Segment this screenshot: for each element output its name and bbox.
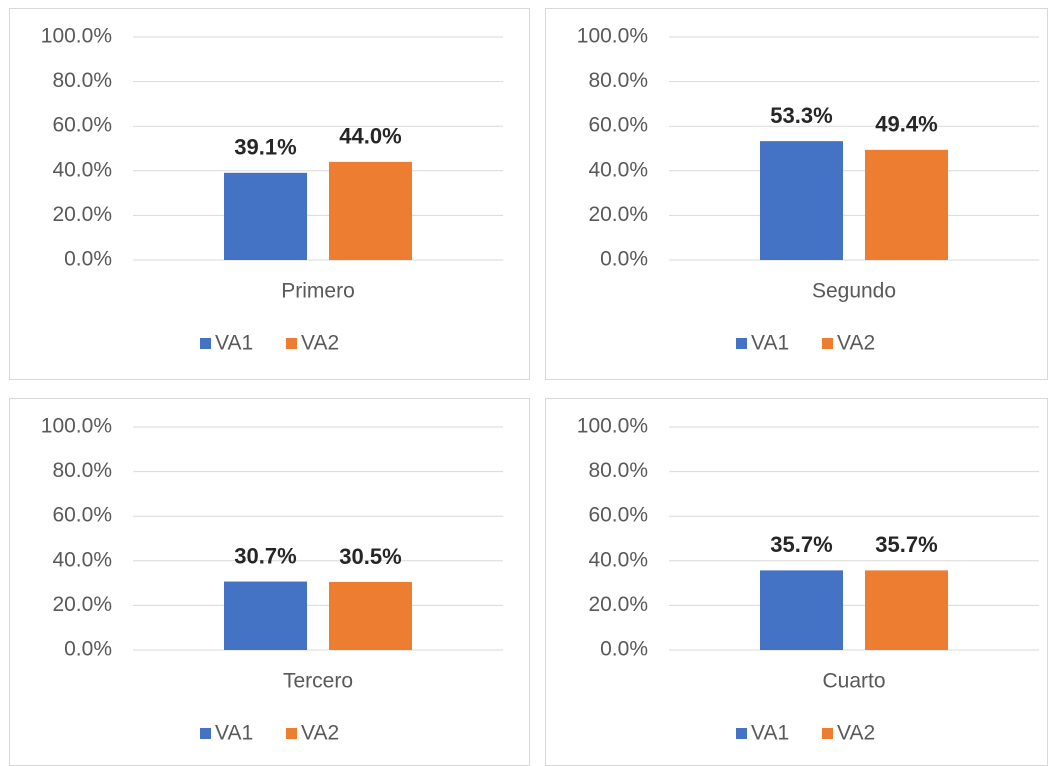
y-tick-label: 60.0% — [52, 504, 112, 527]
y-tick-label: 80.0% — [52, 69, 112, 92]
data-label: 44.0% — [339, 124, 401, 149]
legend-swatch — [286, 338, 297, 349]
bar — [865, 149, 948, 260]
y-tick-label: 60.0% — [52, 114, 112, 137]
data-label: 35.7% — [875, 532, 937, 557]
legend-swatch — [286, 728, 297, 739]
y-tick-label: 40.0% — [588, 158, 648, 181]
y-tick-label: 0.0% — [64, 638, 112, 661]
legend-swatch — [200, 728, 211, 739]
bar — [224, 581, 307, 650]
data-label: 35.7% — [770, 532, 832, 557]
y-tick-label: 20.0% — [52, 203, 112, 226]
y-tick-label: 100.0% — [577, 415, 648, 438]
y-tick-label: 40.0% — [588, 548, 648, 571]
legend-swatch — [736, 338, 747, 349]
legend-label: VA2 — [301, 332, 339, 355]
legend-label: VA2 — [837, 332, 875, 355]
y-tick-label: 40.0% — [52, 548, 112, 571]
y-tick-label: 100.0% — [41, 415, 112, 438]
x-tick-label: Segundo — [812, 280, 896, 303]
y-tick-label: 0.0% — [600, 638, 648, 661]
y-tick-label: 60.0% — [588, 114, 648, 137]
data-label: 30.7% — [234, 543, 296, 568]
y-tick-label: 20.0% — [588, 593, 648, 616]
legend-label: VA1 — [751, 722, 789, 745]
legend-swatch — [822, 338, 833, 349]
x-tick-label: Primero — [281, 280, 355, 303]
legend-swatch — [200, 338, 211, 349]
y-tick-label: 80.0% — [52, 459, 112, 482]
bar — [329, 161, 412, 260]
data-label: 30.5% — [339, 544, 401, 569]
y-tick-label: 40.0% — [52, 158, 112, 181]
legend-label: VA2 — [301, 722, 339, 745]
chart-panel — [9, 398, 530, 766]
y-tick-label: 80.0% — [588, 459, 648, 482]
y-tick-label: 20.0% — [588, 203, 648, 226]
y-tick-label: 0.0% — [600, 248, 648, 271]
bar — [224, 172, 307, 260]
data-label: 49.4% — [875, 112, 937, 137]
data-label: 53.3% — [770, 103, 832, 128]
bar — [865, 570, 948, 650]
bar — [760, 141, 843, 260]
legend-label: VA1 — [215, 332, 253, 355]
x-tick-label: Cuarto — [822, 670, 885, 693]
bar — [329, 581, 412, 650]
y-tick-label: 80.0% — [588, 69, 648, 92]
y-tick-label: 100.0% — [577, 25, 648, 48]
data-label: 39.1% — [234, 135, 296, 160]
y-tick-label: 0.0% — [64, 248, 112, 271]
y-tick-label: 20.0% — [52, 593, 112, 616]
bar — [760, 570, 843, 650]
x-tick-label: Tercero — [283, 670, 353, 693]
y-tick-label: 60.0% — [588, 504, 648, 527]
y-tick-label: 100.0% — [41, 25, 112, 48]
legend-swatch — [736, 728, 747, 739]
legend-label: VA1 — [751, 332, 789, 355]
legend-swatch — [822, 728, 833, 739]
legend-label: VA1 — [215, 722, 253, 745]
legend-label: VA2 — [837, 722, 875, 745]
